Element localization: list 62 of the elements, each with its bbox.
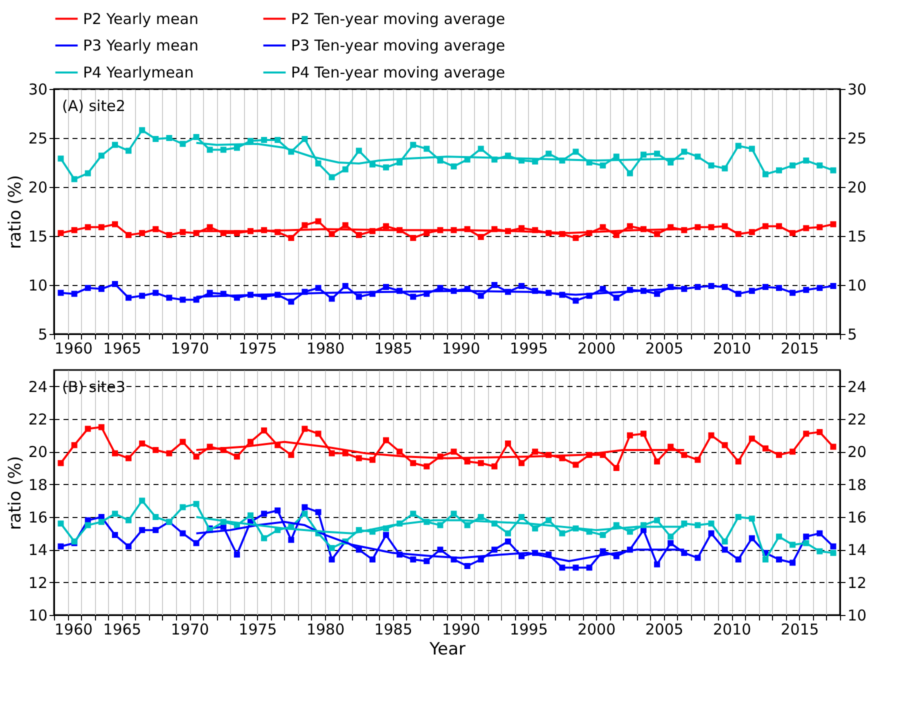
y-tick-label: 20 (28, 178, 48, 196)
y2-tick-label: 10 (848, 276, 867, 294)
x-tick-label: 2015 (780, 340, 819, 358)
y2-tick-label: 14 (848, 541, 867, 560)
x-tick-label: 1960 (54, 620, 93, 638)
y-tick-label: 24 (28, 378, 48, 396)
y-tick-label: 25 (28, 130, 48, 148)
x-tick-label: 2000 (577, 620, 616, 638)
legend-label: P2 Ten-year moving average (291, 10, 506, 28)
x-tick-label: 2005 (645, 340, 684, 358)
y-tick-label: 22 (28, 410, 48, 428)
y2-tick-label: 20 (848, 178, 867, 196)
x-axis-title: Year (428, 640, 466, 660)
x-tick-label: 1975 (238, 340, 277, 358)
y-tick-label: 10 (28, 606, 48, 624)
y2-tick-label: 24 (848, 378, 867, 396)
x-tick-label: 1980 (306, 340, 345, 358)
y-tick-label: 12 (28, 574, 48, 592)
y-tick-label: 20 (28, 443, 48, 462)
y-tick-label: 15 (28, 228, 48, 246)
x-tick-label: 1995 (510, 620, 548, 638)
y2-tick-label: 25 (848, 130, 867, 148)
x-tick-label: 1970 (170, 620, 210, 638)
y2-tick-label: 10 (848, 606, 867, 624)
y-axis-title: ratio (%) (5, 174, 26, 250)
x-tick-label: 1985 (374, 340, 412, 358)
y2-tick-label: 5 (848, 326, 858, 344)
y-axis-title: ratio (%) (5, 456, 26, 530)
y2-tick-label: 20 (848, 443, 867, 462)
x-tick-label: 1975 (238, 620, 277, 638)
y-tick-label: 5 (38, 326, 48, 344)
x-tick-label: 1980 (306, 620, 345, 638)
x-tick-label: 2010 (712, 620, 752, 638)
y-tick-label: 18 (28, 476, 48, 494)
legend-label: P3 Yearly mean (83, 36, 198, 54)
legend-label: P4 Ten-year moving average (291, 64, 506, 82)
x-tick-label: 2000 (577, 340, 616, 358)
legend-label: P4 Yearlymean (83, 64, 194, 82)
y2-tick-label: 15 (848, 228, 867, 246)
x-tick-label: 1995 (510, 340, 548, 358)
x-tick-label: 1965 (103, 340, 142, 358)
x-tick-label: 1970 (170, 340, 210, 358)
y2-tick-label: 30 (848, 80, 867, 98)
x-tick-label: 2005 (645, 620, 684, 638)
x-tick-label: 1990 (442, 620, 480, 638)
y-tick-label: 10 (28, 276, 48, 294)
legend-label: P3 Ten-year moving average (291, 36, 506, 54)
x-tick-label: 1965 (103, 620, 142, 638)
x-tick-label: 1985 (374, 620, 412, 638)
x-tick-label: 2015 (780, 620, 819, 638)
y2-tick-label: 22 (848, 410, 867, 428)
legend-label: P2 Yearly mean (83, 10, 198, 28)
y2-tick-label: 16 (848, 508, 867, 526)
annotation: (A) site2 (62, 97, 126, 115)
y-tick-label: 30 (28, 80, 48, 98)
y-tick-label: 16 (28, 508, 48, 526)
x-tick-label: 1990 (442, 340, 480, 358)
y-tick-label: 14 (28, 541, 48, 560)
x-tick-label: 1960 (54, 340, 93, 358)
x-tick-label: 2010 (712, 340, 752, 358)
y2-tick-label: 12 (848, 574, 867, 592)
y2-tick-label: 18 (848, 476, 867, 494)
